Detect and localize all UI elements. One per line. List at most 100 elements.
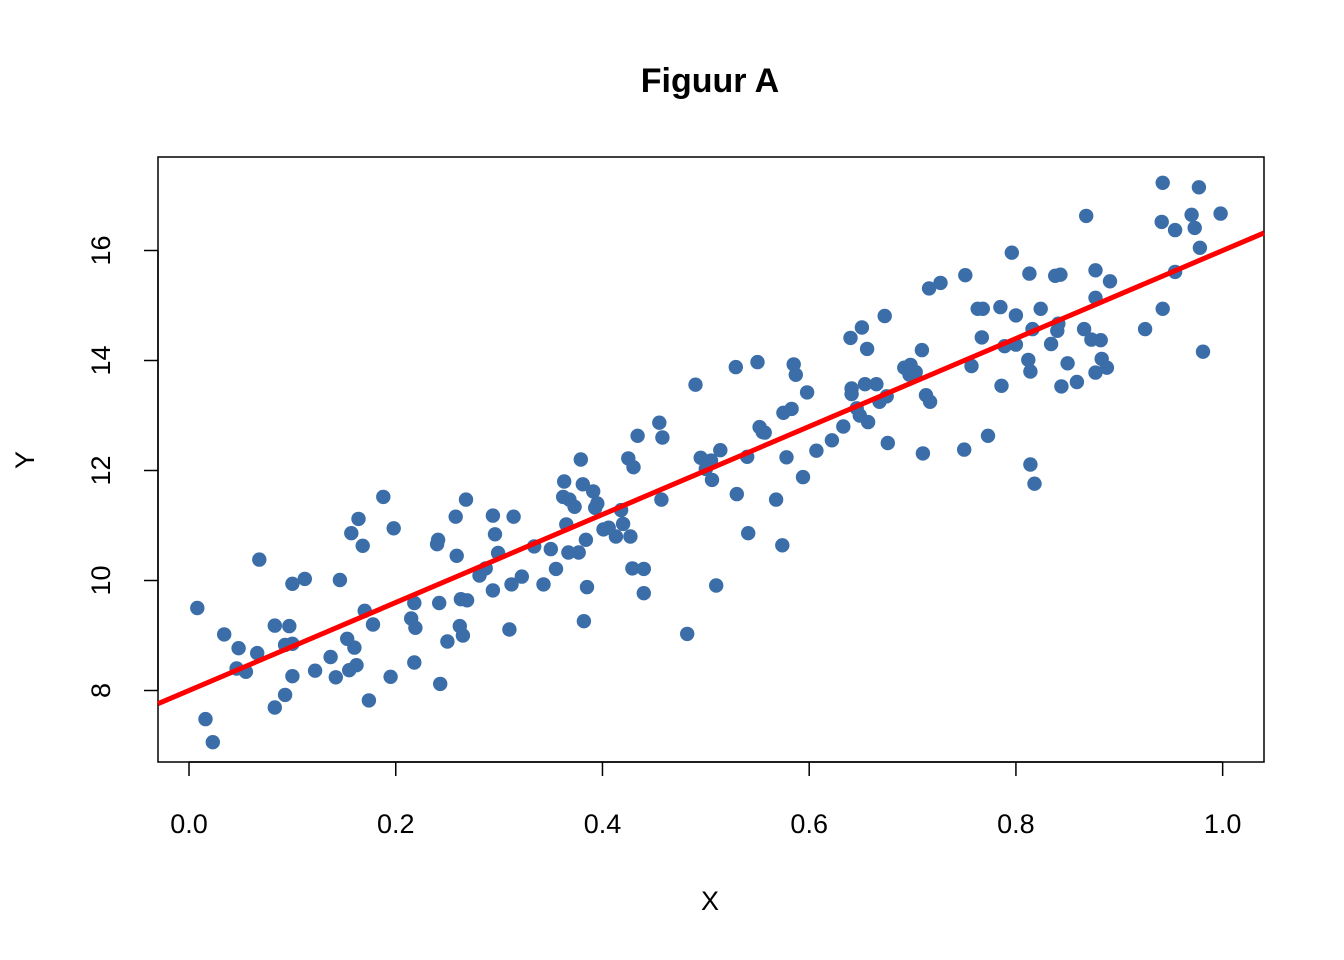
data-point [626,460,641,475]
data-point [198,711,213,727]
data-point [713,443,728,458]
data-point [448,509,463,524]
data-point [704,472,720,488]
data-point [297,571,312,587]
data-point [1023,457,1038,472]
data-point [1053,267,1068,282]
x-tick-label: 0.2 [377,809,415,839]
data-point [285,576,300,591]
data-point [576,614,592,629]
chart-title: Figuur A [641,62,780,100]
data-point [788,367,803,382]
data-point [383,669,398,684]
y-axis-label: Y [10,451,40,469]
data-point [974,330,989,345]
data-point [857,377,873,392]
y-axis: 8 10 12 14 16 [86,235,159,698]
data-point [993,299,1008,315]
data-point [1069,374,1085,390]
data-point [344,526,359,541]
data-point [282,618,297,634]
data-point [860,414,876,430]
data-point [636,586,651,601]
data-point [1195,344,1211,359]
data-point [277,687,293,703]
data-point [1060,356,1075,371]
data-point [779,450,794,465]
data-point [1093,333,1108,348]
data-point [1027,476,1042,491]
data-point [323,649,338,665]
data-point [543,541,558,557]
data-point [487,527,503,542]
data-point [964,358,979,374]
regression-line-group [157,230,1265,707]
data-point [655,430,670,445]
x-axis: 0.0 0.2 0.4 0.6 0.8 1.0 [170,761,1242,839]
data-point [1167,222,1183,238]
data-point [652,415,667,430]
data-point [728,359,743,375]
data-point [440,634,455,649]
y-tick-label: 8 [86,683,116,698]
x-tick-label: 0.8 [997,809,1035,839]
data-point [688,377,703,392]
data-point [361,693,377,708]
x-tick-label: 0.0 [170,809,208,839]
y-tick-label: 10 [86,565,116,595]
data-point [514,569,529,584]
data-point [217,627,232,642]
data-point [575,477,590,492]
data-point [1022,266,1037,281]
data-point [347,640,362,655]
data-point [709,578,724,593]
data-point [502,622,517,637]
data-point [636,561,651,577]
data-point [933,275,948,291]
data-point [267,618,282,633]
data-point [1079,208,1094,224]
data-point [623,529,638,544]
data-point [485,508,501,523]
data-point [630,428,645,443]
data-point [1054,379,1069,394]
data-point [1088,263,1103,278]
data-point [252,552,267,567]
data-point [267,700,282,715]
x-tick-label: 1.0 [1204,809,1242,839]
data-point [376,489,391,505]
data-point [485,583,501,598]
data-point [784,401,799,417]
data-point [729,486,744,502]
data-point [843,330,858,346]
y-tick-label: 12 [86,455,116,485]
data-point [1099,360,1115,375]
data-point [1155,175,1170,190]
data-point [578,532,594,547]
data-point [307,663,323,678]
data-point [1033,301,1048,316]
data-point [608,529,624,544]
data-point [869,377,884,392]
data-point [1191,180,1207,195]
data-point [1076,321,1092,337]
x-axis-label: X [701,886,719,916]
data-point [506,509,521,524]
data-point [285,669,300,684]
data-point [775,538,790,553]
data-point [880,435,895,451]
data-point [957,442,972,457]
data-point [654,492,669,507]
data-point [407,595,422,611]
data-point [407,655,422,670]
regression-line [157,230,1265,707]
data-point [615,516,631,532]
data-point [799,385,815,400]
data-point [1184,207,1199,222]
data-point [205,735,220,750]
data-point [430,532,446,547]
data-point [795,469,811,485]
y-tick-label: 16 [86,235,116,265]
data-point [250,645,265,661]
